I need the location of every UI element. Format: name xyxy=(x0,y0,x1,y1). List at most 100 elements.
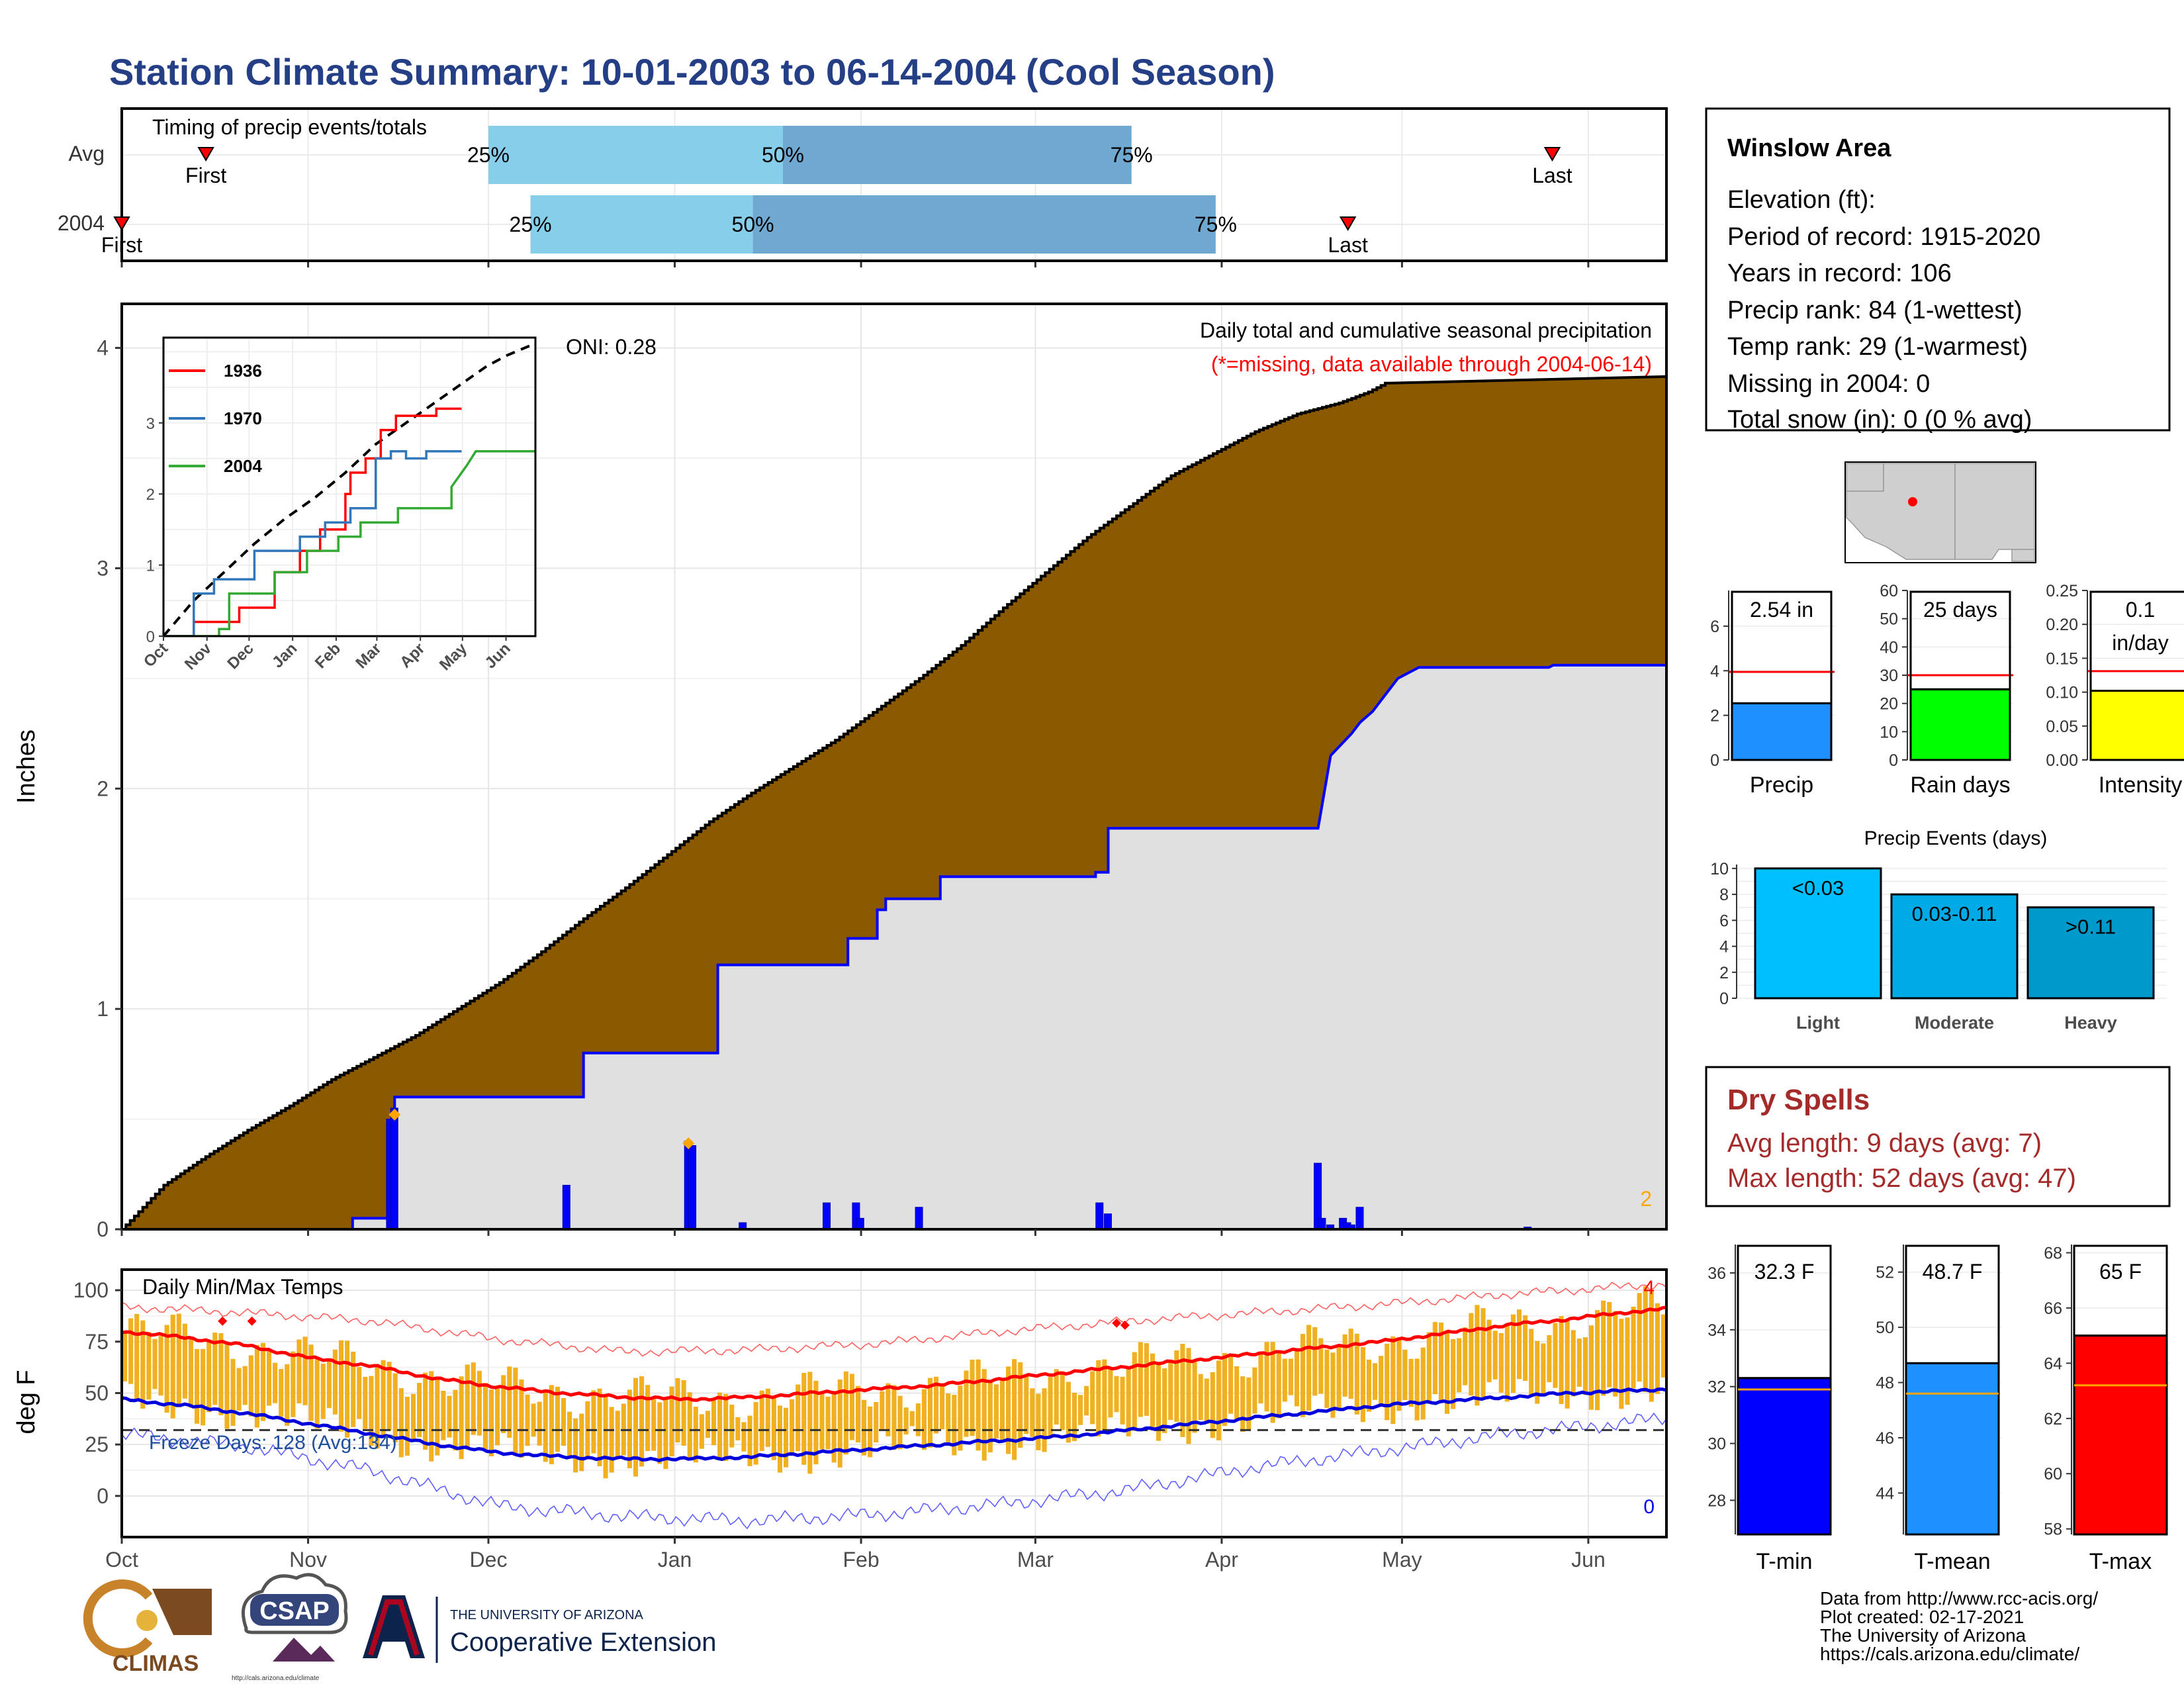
daily-temp-bar xyxy=(1030,1388,1035,1437)
daily-temp-bar xyxy=(874,1402,879,1443)
daily-temp-bar xyxy=(158,1336,163,1396)
temp-y-tick-label: 0 xyxy=(97,1484,109,1508)
mini-bar-tick-label: 0.25 xyxy=(2046,582,2078,600)
temp-summary-tick-label: 62 xyxy=(2044,1410,2062,1429)
year-cumulative-line xyxy=(122,663,1666,1229)
daily-temp-bar xyxy=(1480,1308,1486,1399)
location-map xyxy=(1844,461,2036,563)
temp-y-tick-label: 100 xyxy=(73,1278,109,1302)
daily-temp-bar xyxy=(218,1333,224,1415)
record-high-line xyxy=(122,1282,1666,1357)
daily-temp-bar xyxy=(1054,1369,1059,1425)
daily-temp-bar xyxy=(369,1376,374,1446)
daily-temp-bar xyxy=(1529,1329,1534,1397)
daily-temp-bar xyxy=(1024,1374,1029,1434)
temp-panel-border xyxy=(120,1268,1668,1538)
timing-last-label: Last xyxy=(1532,164,1572,187)
events-y-tick-label: 4 xyxy=(1719,938,1729,957)
mini-bar-tick-label: 0.00 xyxy=(2046,751,2078,770)
month-x-tick-label: Oct xyxy=(105,1548,138,1571)
map-state-nevada xyxy=(1846,463,1884,492)
daily-temp-bar xyxy=(1607,1301,1612,1387)
record-count: 2 xyxy=(1640,1187,1652,1211)
daily-temp-bar xyxy=(314,1356,320,1429)
daily-temp-bar xyxy=(206,1340,212,1413)
university-of-arizona-logo: THE UNIVERSITY OF ARIZONA Cooperative Ex… xyxy=(363,1595,716,1663)
month-x-tick-label: May xyxy=(1382,1548,1422,1571)
daily-temp-bar xyxy=(561,1398,567,1446)
daily-temp-bar xyxy=(1438,1322,1443,1403)
mini-bar-tick-label: 0.05 xyxy=(2046,718,2078,736)
daily-temp-bars xyxy=(122,1286,1666,1479)
daily-temp-bar xyxy=(338,1340,344,1432)
daily-temp-bar xyxy=(224,1344,230,1429)
daily-temp-bar xyxy=(537,1401,542,1446)
temp-summary-tick-label: 32 xyxy=(1707,1378,1726,1397)
daily-temp-bar xyxy=(1018,1362,1023,1448)
mini-bar-tick-label: 0 xyxy=(1889,751,1898,770)
daily-temp-bar xyxy=(549,1385,554,1464)
daily-temp-bar xyxy=(417,1383,422,1438)
daily-temp-bar xyxy=(952,1395,957,1456)
daily-temp-bar xyxy=(1595,1310,1600,1411)
daily-precip-bar xyxy=(390,1107,398,1229)
temp-summary-tick-label: 44 xyxy=(1876,1484,1894,1503)
dry-spells-title: Dry Spells xyxy=(1727,1084,1870,1116)
daily-temp-bar xyxy=(753,1402,758,1465)
daily-temp-bar xyxy=(1216,1360,1221,1440)
daily-temp-bar xyxy=(1282,1358,1287,1402)
daily-temp-bar xyxy=(1264,1342,1269,1412)
station-line-years: Years in record: 106 xyxy=(1727,259,1952,287)
daily-temp-bar xyxy=(381,1360,386,1437)
daily-temp-bar xyxy=(1246,1377,1251,1430)
station-name: Winslow Area xyxy=(1727,134,1891,162)
arizona-a-red xyxy=(368,1599,420,1656)
credit-line-1: Data from http://www.rcc-acis.org/ xyxy=(1820,1588,2098,1609)
daily-temp-bar xyxy=(891,1385,897,1450)
daily-temp-bar xyxy=(573,1418,578,1473)
daily-temp-bar xyxy=(1385,1344,1390,1421)
daily-temp-bar xyxy=(1126,1366,1131,1436)
daily-temp-bar xyxy=(248,1355,253,1417)
daily-temp-bar xyxy=(1090,1371,1095,1425)
daily-temp-bar xyxy=(1613,1311,1618,1397)
daily-temp-bar xyxy=(897,1395,903,1450)
daily-temp-bar xyxy=(260,1342,265,1421)
temp-header: Daily Min/Max Temps xyxy=(142,1275,343,1299)
daily-temp-bar xyxy=(459,1376,464,1460)
daily-temp-bar xyxy=(194,1348,200,1424)
mini-bar-tick-label: 30 xyxy=(1880,667,1898,685)
daily-temp-bar xyxy=(1144,1343,1149,1416)
precip-y-tick-label: 1 xyxy=(97,997,109,1021)
map-state-texas xyxy=(2011,549,2035,562)
timing-bar-q50-q75 xyxy=(752,195,1216,254)
temp-summary-value-label: 48.7 F xyxy=(1923,1260,1983,1284)
station-line-snow: Total snow (in): 0 (0 % avg) xyxy=(1727,406,2032,434)
daily-temp-bar xyxy=(1348,1329,1353,1399)
temp-summary-outline xyxy=(2073,1244,2168,1337)
daily-temp-bar xyxy=(302,1336,308,1405)
record-precip-marker xyxy=(682,1137,695,1150)
timing-q50-label: 50% xyxy=(732,212,774,236)
timing-first-label: First xyxy=(101,233,142,257)
daily-temp-bar xyxy=(837,1379,842,1468)
inset-y-tick-label: 0 xyxy=(146,628,155,646)
daily-temp-bar xyxy=(152,1338,158,1389)
daily-precip-bar xyxy=(1318,1217,1326,1229)
daily-temp-bar xyxy=(1042,1388,1047,1452)
temp-y-tick-label: 50 xyxy=(85,1381,109,1405)
events-y-tick-label: 8 xyxy=(1719,886,1729,904)
month-x-tick-label: Feb xyxy=(842,1548,879,1571)
daily-temp-bar xyxy=(1366,1359,1371,1412)
temp-summary-tick-label: 52 xyxy=(1876,1264,1894,1282)
daily-temp-bar xyxy=(501,1375,506,1433)
station-line-precip-rank: Precip rank: 84 (1-wettest) xyxy=(1727,297,2023,324)
daily-temp-bar xyxy=(1006,1366,1011,1454)
timing-first-marker xyxy=(197,147,214,162)
dry-spells-box: Dry Spells Avg length: 9 days (avg: 7) M… xyxy=(1705,1066,2171,1207)
daily-temp-bar xyxy=(1523,1315,1528,1381)
inset-series-lines xyxy=(163,407,535,636)
csap-logo-text: CSAP xyxy=(259,1597,330,1625)
mini-bar-value-label: 0.1 xyxy=(2126,598,2155,622)
